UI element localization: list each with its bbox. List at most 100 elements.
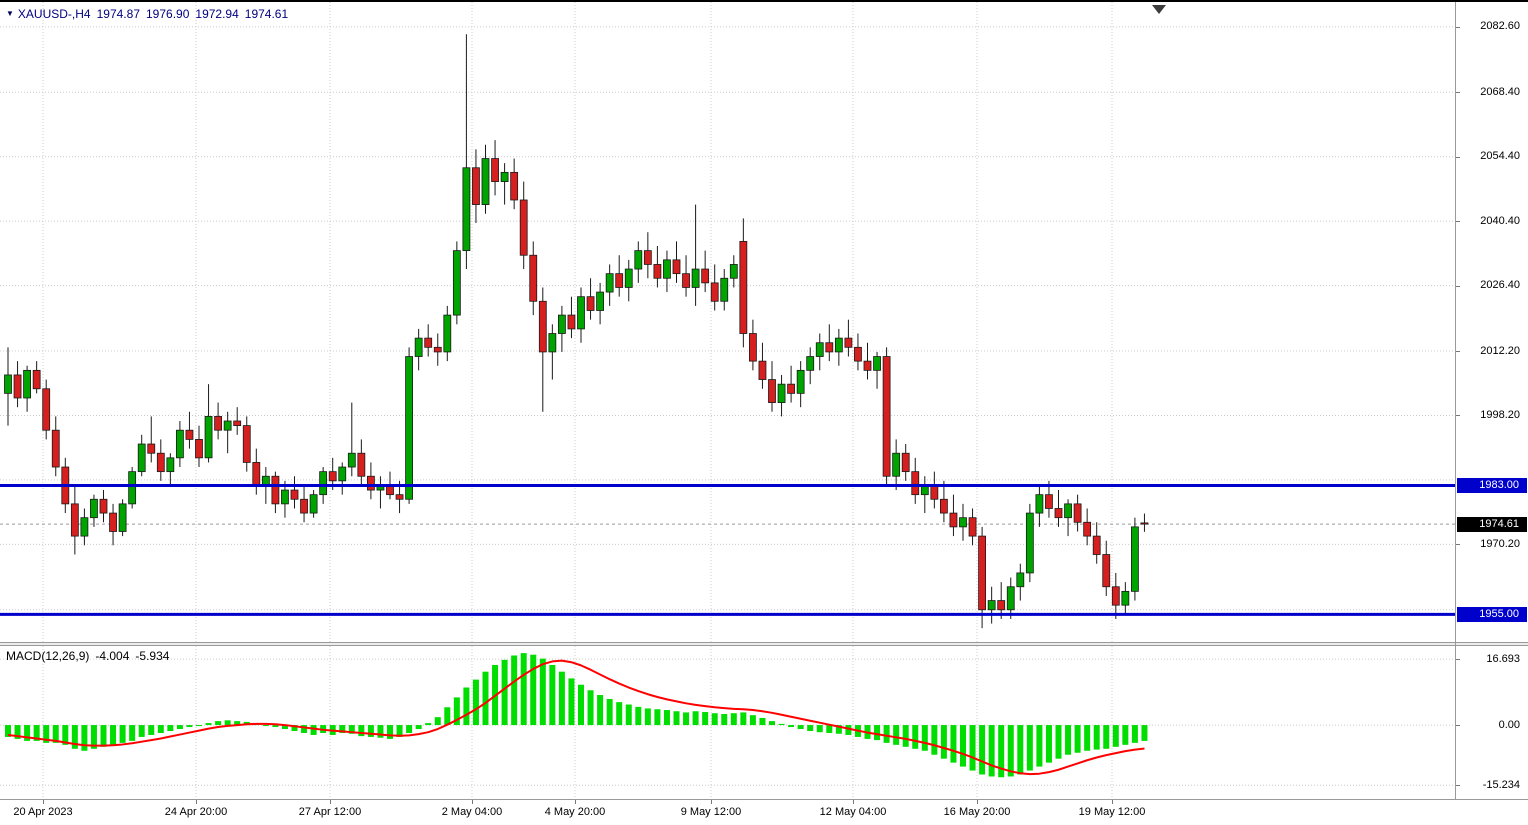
candle-bullish [873, 356, 881, 371]
candle-bearish [844, 337, 853, 348]
macd-histogram-bar [1084, 725, 1091, 751]
macd-histogram-bar [702, 712, 709, 726]
macd-histogram-bar [902, 725, 909, 747]
macd-histogram-bar [568, 678, 575, 726]
candle-bullish [90, 498, 98, 519]
macd-histogram-bar [654, 709, 661, 726]
macd-histogram-bar [845, 725, 852, 735]
price-axis-label: 2012.20 [1480, 344, 1520, 357]
price-axis-tick [1456, 92, 1460, 94]
macd-histogram-bar [816, 725, 823, 733]
price-axis-label: 2026.40 [1480, 279, 1520, 292]
chart-shift-marker-icon[interactable] [1152, 5, 1166, 14]
candle-bullish [175, 429, 184, 459]
candle-bearish [271, 475, 280, 505]
candle-bearish [13, 374, 22, 399]
time-axis-tick [853, 800, 854, 804]
candle-bullish [624, 268, 633, 288]
candle-bearish [185, 429, 194, 440]
macd-histogram-bar [406, 725, 413, 733]
price-axis-label: 1970.20 [1480, 537, 1520, 550]
macd-histogram-bar [511, 655, 518, 726]
candle-bullish [777, 383, 786, 403]
candle-bullish [137, 443, 146, 473]
candle-bearish [863, 360, 872, 371]
candle-bullish [548, 333, 557, 353]
macd-histogram-bar [635, 706, 642, 726]
macd-histogram-bar [5, 725, 11, 737]
price-axis[interactable]: 2082.60 2068.40 2054.40 2040.40 2026.40 2012.… [1456, 2, 1528, 800]
time-axis[interactable]: 20 Apr 2023 24 Apr 20:00 27 Apr 12:00 2 May… [0, 800, 1528, 825]
candle-bearish [787, 383, 795, 394]
candle-bearish [214, 415, 223, 431]
candle-bullish [500, 171, 509, 182]
macd-histogram-bar [472, 679, 479, 726]
candle-bearish [491, 158, 499, 182]
macd-histogram-bar [530, 654, 537, 726]
macd-histogram-bar [387, 725, 393, 739]
candle-bullish [605, 273, 614, 293]
macd-histogram-bar [625, 704, 632, 726]
macd-histogram-bar [578, 684, 584, 726]
ohlc-high-value: 1976.90 [146, 7, 190, 21]
macd-histogram-bar [558, 671, 565, 726]
candle-bearish [242, 425, 251, 463]
candle-bearish [567, 314, 576, 330]
time-axis-tick [1112, 800, 1113, 804]
macd-histogram-bar [988, 725, 995, 777]
time-axis-label: 9 May 12:00 [680, 806, 742, 818]
macd-axis-tick [1456, 659, 1460, 661]
candle-bullish [309, 494, 318, 514]
candle-bearish [930, 485, 939, 500]
macd-histogram-bar [157, 725, 164, 733]
macd-histogram-bar [883, 725, 890, 743]
candle-bearish [109, 512, 117, 532]
macd-histogram-bar [453, 697, 460, 726]
time-axis-tick [330, 800, 331, 804]
candle-bearish [51, 429, 60, 468]
candle-bearish [749, 333, 757, 362]
macd-histogram-bar [1131, 725, 1138, 743]
pane-divider[interactable] [0, 642, 1528, 646]
macd-histogram-bar [291, 725, 298, 731]
candle-bullish [338, 466, 347, 482]
price-chart-canvas[interactable] [0, 2, 1455, 800]
time-axis-tick [977, 800, 978, 804]
candle-bearish [156, 452, 165, 473]
level-price-label: 1983.00 [1457, 477, 1527, 493]
ohlc-low-value: 1972.94 [195, 7, 239, 21]
candle-bearish [854, 346, 862, 362]
macd-signal-line [7, 659, 1145, 776]
macd-histogram-bar [425, 723, 432, 726]
macd-histogram-bar [367, 725, 374, 737]
macd-histogram-bar [520, 653, 527, 726]
price-axis-label: 2054.40 [1480, 150, 1520, 163]
candle-bullish [796, 369, 805, 394]
macd-histogram-bar [663, 710, 670, 726]
candle-bearish [825, 342, 834, 353]
macd-histogram-bar [176, 725, 183, 730]
macd-histogram-bar [683, 712, 690, 726]
candle-bullish [959, 517, 967, 528]
macd-histogram-bar [33, 725, 40, 741]
candle-bullish [414, 337, 423, 357]
macd-histogram-bar [769, 721, 775, 726]
macd-histogram-bar [415, 725, 422, 730]
macd-histogram-bar [501, 659, 508, 726]
macd-histogram-bar [616, 702, 623, 726]
level-price-label: 1955.00 [1457, 606, 1527, 622]
candle-bullish [663, 259, 671, 279]
macd-histogram-bar [129, 725, 136, 741]
candle-bullish [166, 457, 175, 473]
candle-bullish [1131, 526, 1139, 592]
macd-histogram-bar [196, 725, 202, 727]
time-axis-tick [472, 800, 473, 804]
macd-histogram-bar [1065, 725, 1072, 755]
macd-histogram-bar [826, 725, 833, 733]
macd-histogram-bar [377, 725, 384, 738]
candle-bullish [1016, 572, 1025, 588]
candle-bullish [892, 452, 901, 477]
macd-histogram-bar [463, 687, 470, 726]
candle-bullish [443, 314, 452, 353]
candle-bearish [1111, 586, 1120, 606]
